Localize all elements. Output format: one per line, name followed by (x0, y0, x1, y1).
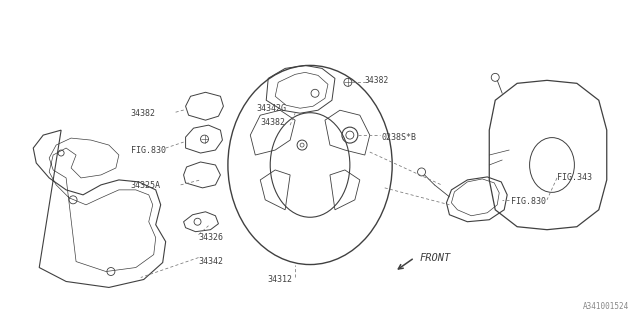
Text: FIG.830: FIG.830 (511, 197, 546, 206)
Text: 34382: 34382 (131, 109, 156, 118)
Text: 34326: 34326 (198, 233, 223, 242)
Text: FRONT: FRONT (420, 252, 451, 263)
Text: 34342: 34342 (198, 257, 223, 266)
Text: 34382: 34382 (260, 118, 285, 127)
Text: 34342G: 34342G (256, 104, 286, 113)
Text: 34312: 34312 (268, 275, 292, 284)
Text: 34325A: 34325A (131, 181, 161, 190)
Text: FIG.830: FIG.830 (131, 146, 166, 155)
Text: A341001524: A341001524 (582, 302, 628, 311)
Text: FIG.343: FIG.343 (557, 173, 592, 182)
Text: 34382: 34382 (365, 76, 389, 85)
Text: 0238S*B: 0238S*B (381, 132, 417, 141)
